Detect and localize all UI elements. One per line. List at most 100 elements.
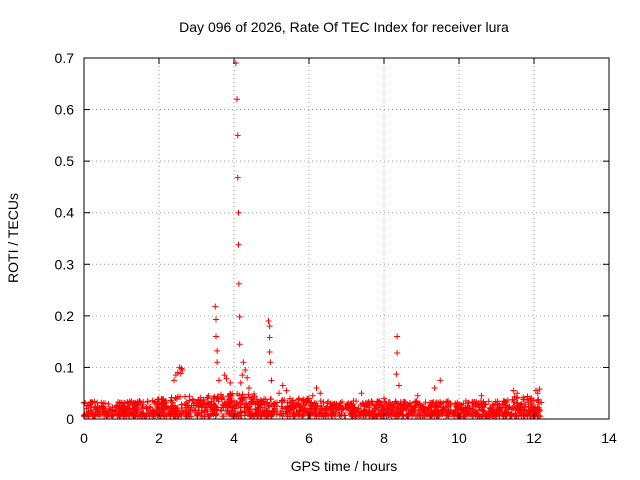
baseline-point: [456, 401, 463, 408]
baseline-point: [365, 402, 372, 409]
baseline-point: [149, 397, 156, 404]
baseline-point: [227, 410, 234, 417]
data-point: [358, 390, 365, 397]
baseline-point: [392, 412, 399, 419]
data-point: [267, 359, 274, 366]
baseline-point: [495, 405, 502, 412]
baseline-point: [241, 400, 248, 407]
baseline-point: [520, 396, 527, 403]
data-point: [235, 241, 242, 248]
baseline-point: [150, 413, 157, 420]
baseline-point: [150, 407, 157, 414]
baseline-point: [333, 400, 340, 407]
data-point: [234, 132, 241, 139]
baseline-point: [129, 411, 136, 418]
baseline-point: [496, 412, 503, 419]
baseline-point: [125, 404, 132, 411]
baseline-point: [471, 410, 478, 417]
baseline-point: [445, 403, 452, 410]
baseline-point: [527, 395, 534, 402]
baseline-point: [224, 407, 231, 414]
data-points: [81, 60, 545, 420]
data-point: [268, 377, 275, 384]
x-tick-label: 6: [305, 430, 313, 446]
baseline-point: [426, 412, 433, 419]
baseline-point: [233, 399, 240, 406]
baseline-point: [351, 405, 358, 412]
baseline-point: [160, 411, 167, 418]
baseline-point: [357, 401, 364, 408]
baseline-point: [492, 398, 499, 405]
baseline-point: [385, 405, 392, 412]
baseline-point: [262, 396, 269, 403]
baseline-point: [353, 398, 360, 405]
data-point: [309, 392, 316, 399]
baseline-point: [428, 402, 435, 409]
baseline-point: [308, 399, 315, 406]
baseline-point: [265, 402, 272, 409]
baseline-point: [295, 407, 302, 414]
baseline-point: [229, 405, 236, 412]
baseline-point: [149, 412, 156, 419]
data-point: [279, 382, 286, 389]
baseline-point: [129, 402, 136, 409]
baseline-point: [478, 402, 485, 409]
baseline-point: [256, 402, 263, 409]
baseline-point: [307, 413, 314, 420]
baseline-point: [133, 400, 140, 407]
baseline-point: [300, 399, 307, 406]
baseline-point: [298, 412, 305, 419]
baseline-point: [479, 413, 486, 420]
data-point: [242, 367, 249, 374]
baseline-point: [226, 392, 233, 399]
baseline-point: [289, 403, 296, 410]
baseline-point: [92, 413, 99, 420]
baseline-point: [162, 402, 169, 409]
baseline-point: [513, 412, 520, 419]
y-tick-label: 0.4: [55, 205, 75, 221]
baseline-point: [368, 398, 375, 405]
baseline-point: [322, 406, 329, 413]
baseline-point: [491, 410, 498, 417]
baseline-point: [537, 413, 544, 420]
baseline-point: [516, 408, 523, 415]
baseline-point: [274, 399, 281, 406]
baseline-point: [226, 402, 233, 409]
baseline-point: [211, 395, 218, 402]
data-point: [266, 334, 273, 341]
baseline-point: [377, 399, 384, 406]
baseline-point: [446, 410, 453, 417]
baseline-point: [480, 398, 487, 405]
baseline-point: [283, 408, 290, 415]
baseline-point: [98, 399, 105, 406]
baseline-point: [378, 409, 385, 416]
baseline-point: [431, 412, 438, 419]
data-point: [381, 395, 387, 402]
baseline-point: [85, 411, 92, 418]
baseline-point: [323, 405, 330, 412]
baseline-point: [415, 400, 422, 407]
baseline-point: [163, 403, 170, 410]
x-tick-label: 10: [451, 430, 467, 446]
y-tick-label: 0: [66, 411, 74, 427]
baseline-point: [126, 406, 133, 413]
data-point: [265, 318, 272, 325]
baseline-point: [507, 410, 514, 417]
baseline-point: [93, 406, 100, 413]
data-point: [235, 280, 242, 287]
baseline-point: [311, 400, 318, 407]
baseline-point: [189, 396, 196, 403]
baseline-point: [360, 401, 367, 408]
baseline-point: [318, 403, 325, 410]
baseline-point: [87, 407, 94, 414]
baseline-point: [187, 407, 194, 414]
data-point: [216, 377, 222, 384]
baseline-point: [534, 404, 541, 411]
baseline-point: [174, 404, 181, 411]
baseline-point: [253, 396, 260, 403]
baseline-point: [291, 412, 298, 419]
baseline-point: [220, 413, 227, 420]
baseline-point: [105, 400, 112, 407]
baseline-point: [297, 404, 304, 411]
baseline-point: [168, 394, 175, 401]
